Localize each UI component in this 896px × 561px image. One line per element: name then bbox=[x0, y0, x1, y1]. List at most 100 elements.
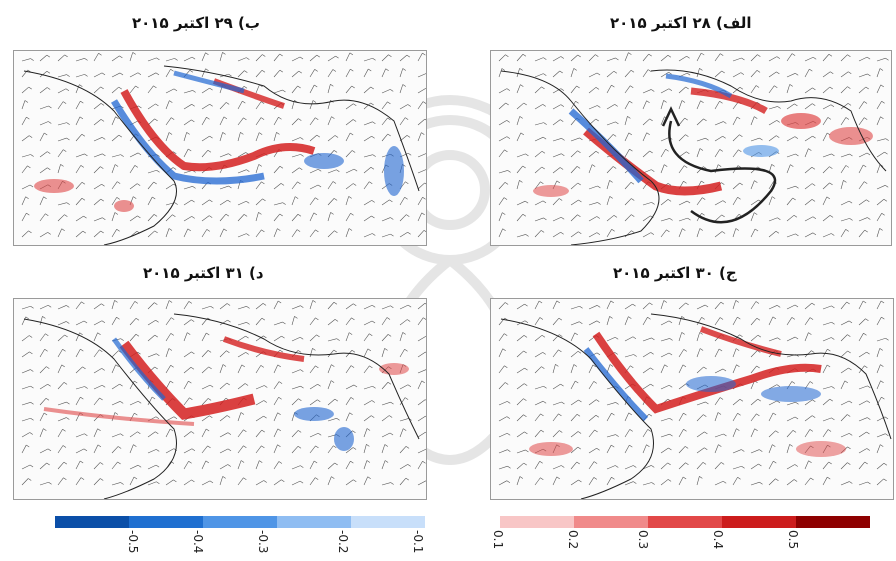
wind-barb bbox=[624, 100, 630, 110]
wind-barb bbox=[876, 101, 882, 110]
wind-barb bbox=[804, 332, 809, 342]
wind-barb bbox=[714, 462, 722, 470]
wind-barb bbox=[327, 364, 332, 374]
wind-barb-tick bbox=[331, 364, 335, 367]
wind-barb-tick bbox=[866, 152, 871, 156]
wind-barb bbox=[570, 166, 578, 174]
wind-barb-tick bbox=[422, 52, 426, 56]
wind-barb-tick bbox=[631, 214, 635, 217]
wind-barb-tick bbox=[739, 182, 743, 186]
wind-barb bbox=[660, 88, 670, 94]
wind-barb bbox=[57, 305, 67, 310]
wind-barb-tick bbox=[404, 197, 408, 200]
wind-barb-tick bbox=[737, 477, 741, 480]
wind-barb bbox=[183, 351, 192, 358]
wind-barb-tick bbox=[155, 103, 159, 107]
wind-barb bbox=[678, 332, 682, 342]
wind-barb-tick bbox=[336, 418, 340, 421]
wind-barb-tick bbox=[366, 460, 371, 463]
wind-barb-tick bbox=[519, 476, 524, 479]
wind-barb-tick bbox=[171, 317, 175, 320]
wind-barb bbox=[147, 103, 156, 110]
wind-barb-tick bbox=[597, 202, 601, 205]
wind-barb-tick bbox=[573, 68, 577, 71]
wind-barb-tick bbox=[300, 154, 304, 157]
wind-barb bbox=[534, 217, 544, 222]
wind-barb bbox=[345, 332, 350, 342]
wind-barb-tick bbox=[524, 320, 529, 324]
wind-barb bbox=[345, 317, 352, 326]
wind-barb bbox=[237, 412, 242, 422]
wind-barb-tick bbox=[863, 164, 867, 168]
wind-barb-tick bbox=[759, 481, 763, 485]
wind-barb-tick bbox=[846, 301, 850, 305]
wind-barb-tick bbox=[48, 304, 52, 308]
wind-barb-tick bbox=[596, 320, 601, 324]
wind-barb bbox=[588, 54, 596, 62]
wind-barb-tick bbox=[595, 414, 600, 418]
wind-barb-tick bbox=[830, 71, 834, 74]
wind-barb-tick bbox=[318, 169, 322, 172]
wind-barb-tick bbox=[45, 333, 49, 337]
wind-barb bbox=[642, 351, 651, 358]
wind-barb bbox=[309, 399, 318, 406]
wind-barb-tick bbox=[880, 84, 884, 88]
wind-barb bbox=[183, 332, 188, 342]
wind-barb bbox=[219, 464, 228, 470]
wind-barb-tick bbox=[650, 383, 654, 387]
wind-barb-tick bbox=[79, 332, 83, 336]
map-d bbox=[21, 300, 426, 499]
wind-barb-tick bbox=[848, 71, 852, 74]
wind-barb bbox=[399, 397, 406, 406]
wind-barb bbox=[309, 460, 315, 470]
wind-barb bbox=[417, 101, 424, 110]
wind-barb-tick bbox=[173, 416, 178, 420]
wind-barb-tick bbox=[222, 132, 226, 135]
wind-barb bbox=[768, 85, 775, 94]
wind-barb-tick bbox=[189, 397, 193, 401]
wind-barb-tick bbox=[848, 367, 852, 371]
wind-barb-tick bbox=[300, 385, 304, 389]
wind-barb-tick bbox=[849, 153, 853, 157]
wind-barb bbox=[696, 476, 700, 486]
wind-barb-tick bbox=[384, 460, 389, 463]
wind-barb bbox=[399, 464, 408, 470]
wind-barb bbox=[75, 100, 81, 110]
wind-barb-tick bbox=[297, 85, 301, 89]
wind-barb-tick bbox=[756, 317, 761, 321]
wind-barb bbox=[165, 117, 172, 126]
wind-barb-tick bbox=[188, 461, 192, 464]
wind-barb-tick bbox=[524, 383, 528, 386]
wind-barb-tick bbox=[538, 300, 543, 304]
wind-barb bbox=[417, 380, 423, 390]
wind-barb bbox=[39, 398, 47, 406]
wind-barb-tick bbox=[172, 214, 176, 217]
wind-barb bbox=[165, 100, 170, 110]
wind-barb-tick bbox=[406, 319, 411, 322]
wind-barb bbox=[399, 84, 404, 94]
wind-barb bbox=[786, 416, 796, 422]
wind-barb-tick bbox=[522, 213, 527, 217]
wind-barb-tick bbox=[83, 320, 88, 324]
wind-barb-tick bbox=[523, 350, 527, 354]
wind-barb bbox=[768, 56, 778, 62]
wind-barb bbox=[129, 464, 139, 470]
wind-barb bbox=[381, 233, 391, 238]
wind-barb-tick bbox=[278, 461, 283, 464]
wind-barb bbox=[363, 460, 368, 470]
wind-barb-tick bbox=[153, 181, 157, 185]
wind-barb-tick bbox=[829, 215, 834, 218]
wind-barb bbox=[768, 412, 774, 422]
wind-barb bbox=[714, 149, 721, 158]
wind-barb-tick bbox=[615, 465, 619, 468]
wind-barb bbox=[840, 229, 846, 238]
wind-barb bbox=[498, 182, 506, 190]
wind-barb bbox=[75, 448, 85, 454]
wind-barb bbox=[57, 74, 67, 78]
wind-barb bbox=[786, 185, 796, 190]
wind-barb bbox=[498, 365, 505, 374]
wind-barb bbox=[840, 380, 846, 390]
wind-barb-tick bbox=[541, 335, 546, 338]
wind-barb-tick bbox=[422, 196, 426, 200]
wind-barb bbox=[183, 397, 190, 406]
